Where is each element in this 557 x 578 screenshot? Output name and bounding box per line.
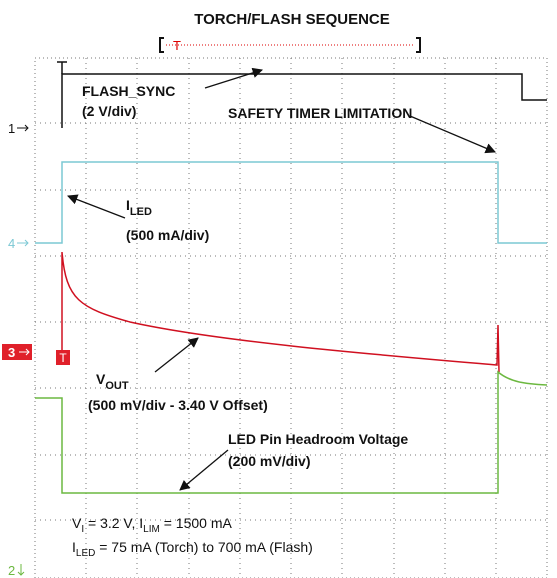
trigger-bracket: T bbox=[159, 37, 421, 53]
headroom-scale: (200 mV/div) bbox=[228, 453, 310, 469]
flash-sync-trace bbox=[61, 73, 547, 128]
arrows bbox=[67, 67, 496, 491]
traces bbox=[35, 61, 548, 494]
iled-scale: (500 mA/div) bbox=[126, 227, 209, 243]
iled-trace bbox=[35, 161, 547, 244]
vout-scale: (500 mV/div - 3.40 V Offset) bbox=[88, 397, 268, 413]
vout-trace bbox=[61, 251, 500, 373]
flash-sync-scale: (2 V/div) bbox=[82, 103, 136, 119]
ch3-marker: 3 bbox=[8, 345, 15, 360]
ch1-marker: 1 bbox=[8, 121, 15, 136]
headroom-label: LED Pin Headroom Voltage bbox=[228, 431, 408, 447]
conditions-line2: ILED = 75 mA (Torch) to 700 mA (Flash) bbox=[72, 539, 313, 559]
iled-label: ILED bbox=[126, 197, 152, 218]
ch4-marker: 4 bbox=[8, 236, 15, 251]
conditions-line1: VI = 3.2 V, ILIM = 1500 mA bbox=[72, 515, 232, 535]
safety-timer-label: SAFETY TIMER LIMITATION bbox=[228, 105, 412, 121]
vout-label: VOUT bbox=[96, 371, 129, 392]
title: TORCH/FLASH SEQUENCE bbox=[194, 11, 390, 28]
channel-markers: 1 4 3 T 2 bbox=[2, 121, 70, 578]
trigger-label: T bbox=[173, 38, 181, 53]
grid bbox=[34, 57, 548, 578]
flash-sync-label: FLASH_SYNC bbox=[82, 83, 175, 99]
headroom-trace bbox=[35, 370, 548, 494]
ch3-trigger: T bbox=[59, 351, 67, 365]
ch2-marker: 2 bbox=[8, 563, 15, 578]
